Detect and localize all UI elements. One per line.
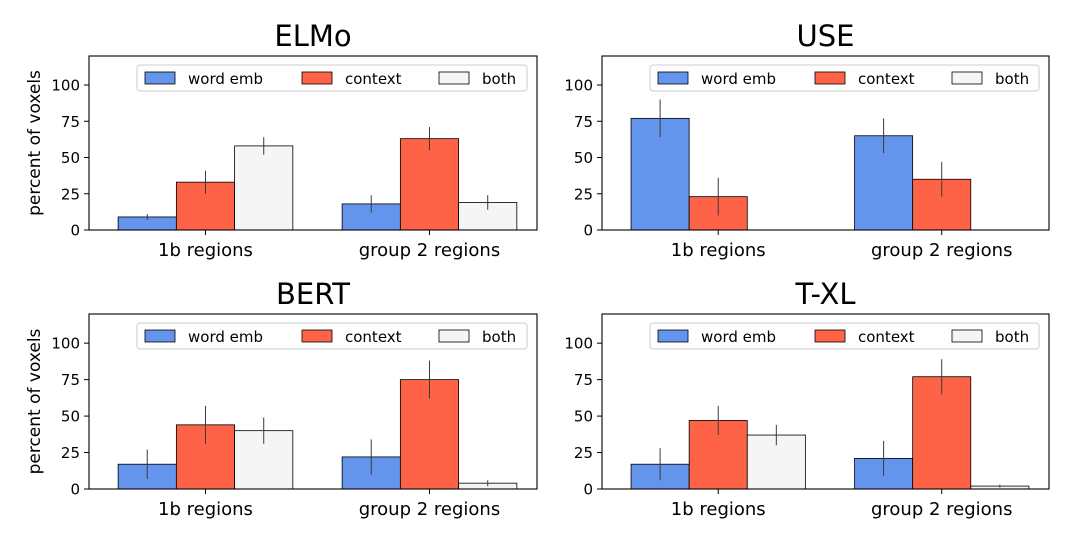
chart-panel-2: USE 0 25 50 75 100 1b regions group 2 regions wo… bbox=[564, 19, 1050, 261]
y-tick-label: 100 bbox=[564, 77, 593, 95]
legend-swatch-both bbox=[951, 329, 983, 343]
axes-frame bbox=[88, 313, 538, 490]
y-tick-label: 50 bbox=[574, 408, 593, 426]
x-tick-label: 1b regions bbox=[158, 240, 253, 261]
chart-title: USE bbox=[797, 19, 855, 53]
legend: word emb context both bbox=[649, 322, 1040, 350]
y-tick-label: 50 bbox=[574, 149, 593, 167]
axes-frame bbox=[601, 55, 1050, 231]
y-tick-label: 100 bbox=[564, 335, 593, 353]
legend-swatch-context bbox=[301, 329, 333, 343]
legend-swatch-context bbox=[301, 71, 333, 85]
legend-label-word-emb: word emb bbox=[188, 70, 263, 88]
legend-label-context: context bbox=[858, 328, 915, 346]
legend-label-word-emb: word emb bbox=[701, 328, 776, 346]
legend: word emb context both bbox=[136, 64, 528, 92]
axes-frame bbox=[88, 55, 538, 231]
y-tick-label: 100 bbox=[51, 335, 80, 353]
x-tick-label: group 2 regions bbox=[871, 499, 1012, 520]
y-tick-label: 0 bbox=[70, 222, 80, 240]
legend-label-context: context bbox=[345, 328, 402, 346]
legend-label-both: both bbox=[482, 70, 516, 88]
axes-frame bbox=[601, 313, 1050, 490]
legend-label-word-emb: word emb bbox=[188, 328, 263, 346]
x-tick-label: group 2 regions bbox=[359, 499, 500, 520]
y-tick-label: 75 bbox=[61, 113, 80, 131]
y-axis-label: percent of voxels bbox=[25, 328, 45, 474]
y-tick-label: 0 bbox=[583, 222, 593, 240]
legend-swatch-word-emb bbox=[144, 71, 176, 85]
y-tick-label: 50 bbox=[61, 408, 80, 426]
y-tick-label: 25 bbox=[574, 185, 593, 203]
legend-label-context: context bbox=[345, 70, 402, 88]
y-tick-label: 0 bbox=[70, 481, 80, 499]
legend: word emb context both bbox=[136, 322, 528, 350]
legend-label-both: both bbox=[995, 70, 1029, 88]
y-tick-label: 75 bbox=[574, 113, 593, 131]
legend-label-context: context bbox=[858, 70, 915, 88]
legend: word emb context both bbox=[649, 64, 1040, 92]
x-tick-label: 1b regions bbox=[671, 499, 766, 520]
legend-label-word-emb: word emb bbox=[701, 70, 776, 88]
legend-swatch-word-emb bbox=[657, 329, 689, 343]
chart-title: ELMo bbox=[274, 19, 351, 53]
chart-title: T-XL bbox=[794, 277, 855, 311]
legend-swatch-both bbox=[951, 71, 983, 85]
legend-swatch-context bbox=[814, 329, 846, 343]
y-tick-label: 25 bbox=[574, 444, 593, 462]
legend-label-both: both bbox=[482, 328, 516, 346]
y-tick-label: 0 bbox=[583, 481, 593, 499]
x-tick-label: group 2 regions bbox=[359, 240, 500, 261]
legend-label-both: both bbox=[995, 328, 1029, 346]
y-tick-label: 25 bbox=[61, 185, 80, 203]
bar-context-2 bbox=[399, 138, 459, 231]
legend-swatch-both bbox=[438, 71, 470, 85]
chart-panel-1: ELMo percent of voxels 0 25 50 75 100 1b region… bbox=[25, 19, 538, 261]
x-tick-label: group 2 regions bbox=[871, 240, 1012, 261]
bar-both-1 bbox=[234, 145, 294, 231]
chart-panel-3: BERT percent of voxels 0 25 50 75 100 1b region… bbox=[25, 277, 538, 520]
legend-swatch-word-emb bbox=[144, 329, 176, 343]
legend-swatch-both bbox=[438, 329, 470, 343]
y-tick-label: 75 bbox=[574, 371, 593, 389]
chart-title: BERT bbox=[276, 277, 350, 311]
y-tick-label: 25 bbox=[61, 444, 80, 462]
x-tick-label: 1b regions bbox=[158, 499, 253, 520]
legend-swatch-context bbox=[814, 71, 846, 85]
y-tick-label: 75 bbox=[61, 371, 80, 389]
y-axis-label: percent of voxels bbox=[25, 70, 45, 216]
y-tick-label: 50 bbox=[61, 149, 80, 167]
chart-panel-4: T-XL 0 25 50 75 100 1b regions group 2 regions w… bbox=[564, 277, 1050, 520]
legend-swatch-word-emb bbox=[657, 71, 689, 85]
y-tick-label: 100 bbox=[51, 77, 80, 95]
x-tick-label: 1b regions bbox=[671, 240, 766, 261]
